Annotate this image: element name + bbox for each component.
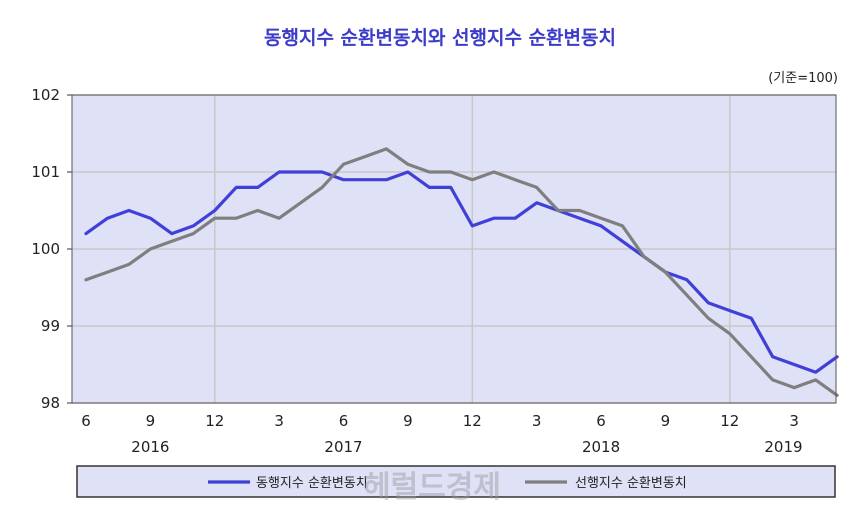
legend-label-coincident: 동행지수 순환변동치 [256,475,368,491]
series-lines [84,147,839,397]
y-tick-label: 99 [41,317,60,335]
y-tick-label: 98 [41,394,60,412]
y-tick-label: 102 [31,86,60,104]
x-tick-label: 3 [789,412,799,430]
x-tick-label: 6 [596,412,606,430]
legend: 동행지수 순환변동치 선행지수 순환변동치 [76,465,836,498]
x-tick-label: 9 [403,412,413,430]
x-tick-label: 3 [532,412,542,430]
y-tick-label: 101 [31,163,60,181]
year-label: 2018 [582,438,620,456]
x-tick-label: 12 [463,412,482,430]
year-label: 2019 [764,438,802,456]
x-tick-label: 9 [146,412,156,430]
watermark-logo: 헤럴드경제 [363,470,501,505]
year-labels: 2016 2017 2018 2019 [131,438,802,456]
year-label: 2016 [131,438,169,456]
x-tick-label: 12 [205,412,224,430]
chart-title: 동행지수 순환변동치와 선행지수 순환변동치 [264,27,616,49]
x-tick-label: 6 [81,412,91,430]
x-axis-ticks: 6 9 12 3 6 9 12 3 6 9 12 3 [81,412,799,430]
y-tick-label: 100 [31,240,60,258]
year-label: 2017 [324,438,362,456]
x-tick-label: 6 [339,412,349,430]
legend-label-leading: 선행지수 순환변동치 [575,475,687,491]
unit-note: (기준=100) [768,71,838,86]
plot-border [71,94,837,404]
x-tick-label: 3 [274,412,284,430]
series-line-coincident [84,170,839,374]
legend-box [76,465,836,498]
x-tick-label: 12 [720,412,739,430]
x-tick-label: 9 [661,412,671,430]
y-axis-ticks: 98 99 100 101 102 [31,86,72,412]
series-line-leading [84,147,839,397]
